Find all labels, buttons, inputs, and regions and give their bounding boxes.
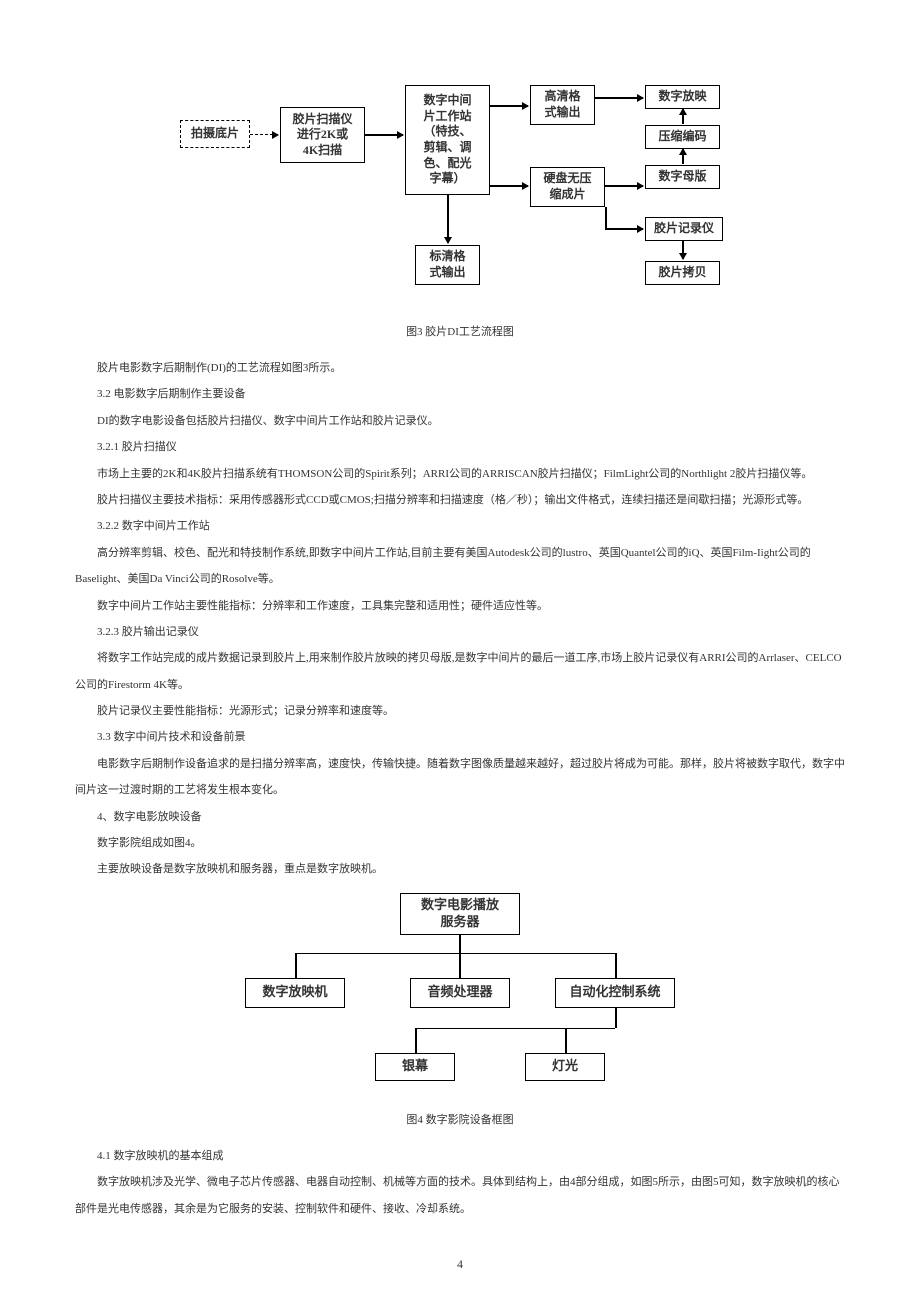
fig4-line-5 xyxy=(615,953,617,978)
fig3-arrow-7 xyxy=(682,109,684,124)
fig3-node-8: 压缩编码 xyxy=(645,125,720,149)
fig4-line-2 xyxy=(295,953,615,955)
fig3-node-5: 硬盘无压 缩成片 xyxy=(530,167,605,207)
heading-2: 3.2.1 胶片扫描仪 xyxy=(75,434,845,460)
para-8: 胶片记录仪主要性能指标：光源形式；记录分辨率和速度等。 xyxy=(75,698,845,724)
fig3-arrow-11 xyxy=(682,241,684,259)
fig3-node-9: 数字母版 xyxy=(645,165,720,189)
fig3-node-2: 胶片扫描仪 进行2K或 4K扫描 xyxy=(280,107,365,163)
para-3: 市场上主要的2K和4K胶片扫描系统有THOMSON公司的Spirit系列；ARR… xyxy=(75,461,845,487)
fig4-line-6 xyxy=(615,1008,617,1028)
fig4-line-1 xyxy=(459,935,461,953)
fig3-node-3: 数字中间 片工作站 （特技、 剪辑、调 色、配光 字幕） xyxy=(405,85,490,195)
fig4-line-9 xyxy=(565,1028,567,1053)
fig3-arrow-1 xyxy=(250,134,278,135)
para-1: 胶片电影数字后期制作(DI)的工艺流程如图3所示。 xyxy=(75,355,845,381)
fig3-arrow-5 xyxy=(447,195,449,243)
fig3-node-7: 数字放映 xyxy=(645,85,720,109)
fig4-node-1: 数字电影播放 服务器 xyxy=(400,893,520,935)
fig3-arrow-8 xyxy=(682,149,684,164)
fig3-line-1 xyxy=(605,207,607,229)
figure-3: 拍摄底片 胶片扫描仪 进行2K或 4K扫描 数字中间 片工作站 （特技、 剪辑、… xyxy=(180,85,740,305)
fig4-line-8 xyxy=(415,1028,417,1053)
fig4-node-6: 灯光 xyxy=(525,1053,605,1081)
para-6: 数字中间片工作站主要性能指标：分辨率和工作速度，工具集完整和适用性；硬件适应性等… xyxy=(75,593,845,619)
para-4: 胶片扫描仪主要技术指标：采用传感器形式CCD或CMOS;扫描分辨率和扫描速度（格… xyxy=(75,487,845,513)
heading-6: 4、数字电影放映设备 xyxy=(75,804,845,830)
fig3-arrow-3 xyxy=(490,105,528,107)
fig3-node-6: 标清格 式输出 xyxy=(415,245,480,285)
para-11: 主要放映设备是数字放映机和服务器，重点是数字放映机。 xyxy=(75,856,845,882)
fig4-line-7 xyxy=(415,1028,615,1030)
heading-3: 3.2.2 数字中间片工作站 xyxy=(75,513,845,539)
para-10: 数字影院组成如图4。 xyxy=(75,830,845,856)
fig3-arrow-6 xyxy=(595,97,643,99)
para-7: 将数字工作站完成的成片数据记录到胶片上,用来制作胶片放映的拷贝母版,是数字中间片… xyxy=(75,645,845,698)
fig3-node-4: 高清格 式输出 xyxy=(530,85,595,125)
fig4-line-3 xyxy=(295,953,297,978)
fig4-node-5: 银幕 xyxy=(375,1053,455,1081)
heading-4: 3.2.3 胶片输出记录仪 xyxy=(75,619,845,645)
fig4-node-2: 数字放映机 xyxy=(245,978,345,1008)
para-5: 高分辨率剪辑、校色、配光和特技制作系统,即数字中间片工作站,目前主要有美国Aut… xyxy=(75,540,845,593)
page-number: 4 xyxy=(0,1257,920,1272)
heading-5: 3.3 数字中间片技术和设备前景 xyxy=(75,724,845,750)
figure-4: 数字电影播放 服务器 数字放映机 音频处理器 自动化控制系统 银幕 灯光 xyxy=(245,893,675,1093)
figure-4-container: 数字电影播放 服务器 数字放映机 音频处理器 自动化控制系统 银幕 灯光 xyxy=(75,893,845,1093)
figure-4-caption: 图4 数字影院设备框图 xyxy=(75,1111,845,1127)
fig4-line-4 xyxy=(459,953,461,978)
fig4-node-3: 音频处理器 xyxy=(410,978,510,1008)
para-12: 数字放映机涉及光学、微电子芯片传感器、电器自动控制、机械等方面的技术。具体到结构… xyxy=(75,1169,845,1222)
para-9: 电影数字后期制作设备追求的是扫描分辨率高，速度快，传输快捷。随着数字图像质量越来… xyxy=(75,751,845,804)
fig3-node-10: 胶片记录仪 xyxy=(645,217,723,241)
fig3-arrow-10 xyxy=(605,228,643,230)
fig3-node-1: 拍摄底片 xyxy=(180,120,250,148)
figure-3-caption: 图3 胶片DI工艺流程图 xyxy=(75,323,845,339)
para-2: DI的数字电影设备包括胶片扫描仪、数字中间片工作站和胶片记录仪。 xyxy=(75,408,845,434)
fig3-node-11: 胶片拷贝 xyxy=(645,261,720,285)
fig3-arrow-9 xyxy=(605,185,643,187)
heading-7: 4.1 数字放映机的基本组成 xyxy=(75,1143,845,1169)
figure-3-container: 拍摄底片 胶片扫描仪 进行2K或 4K扫描 数字中间 片工作站 （特技、 剪辑、… xyxy=(75,85,845,305)
fig3-arrow-4 xyxy=(490,185,528,187)
fig4-node-4: 自动化控制系统 xyxy=(555,978,675,1008)
fig3-arrow-2 xyxy=(365,134,403,136)
heading-1: 3.2 电影数字后期制作主要设备 xyxy=(75,381,845,407)
